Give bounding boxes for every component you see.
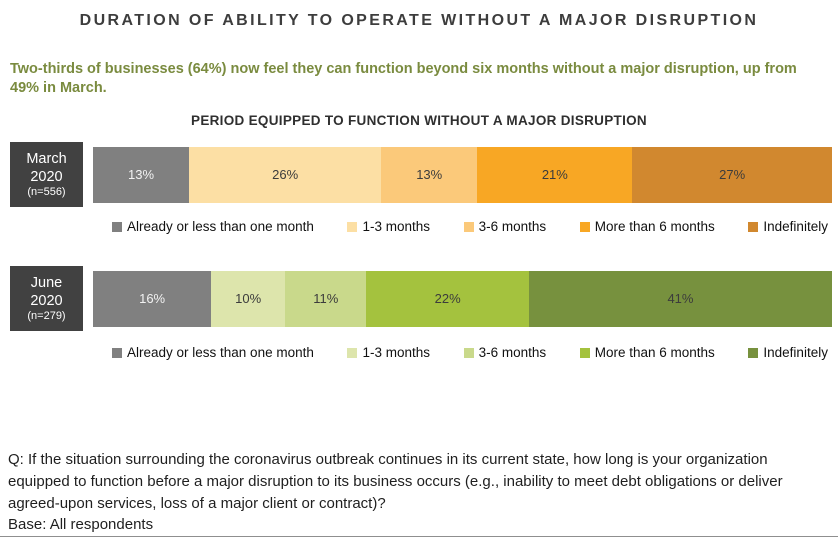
bar-segment-3: 11% [285,270,367,327]
legend-item: 3-6 months [463,219,547,234]
legend-item: Already or less than one month [112,219,314,234]
segment-value-label: 10% [235,291,262,306]
segment-value-label: 13% [416,167,443,182]
legend-swatch-icon [748,347,759,358]
legend-swatch-icon [463,347,474,358]
bar-segment-4: 21% [477,146,633,203]
segment-value-label: 21% [541,167,568,182]
bar-segment-1: 16% [93,270,212,327]
legend-swatch-icon [347,347,358,358]
chart-row-june-2020: June 2020 (n=279) 16% 10% 11% 22% 41% [10,266,832,331]
legend-label: More than 6 months [594,219,715,234]
legend-item: Indefinitely [748,345,828,360]
segment-value-label: 11% [313,291,339,306]
segment-value-label: 13% [128,167,155,182]
legend-item: 1-3 months [347,219,430,234]
bottom-rule [0,536,838,537]
legend-label: 1-3 months [362,345,430,360]
bar-segment-5: 41% [528,270,832,327]
legend-june-2020: Already or less than one month 1-3 months… [112,345,828,360]
legend-label: 1-3 months [362,219,430,234]
bar-segment-4: 22% [366,270,529,327]
stacked-bar-june-2020: 16% 10% 11% 22% 41% [93,270,832,327]
legend-item: 1-3 months [347,345,430,360]
bar-segment-2: 10% [211,270,286,327]
legend-item: More than 6 months [579,345,715,360]
legend-swatch-icon [579,221,590,232]
row-label-box-march-2020: March 2020 (n=556) [10,142,83,207]
chart-heading: PERIOD EQUIPPED TO FUNCTION WITHOUT A MA… [191,113,647,128]
segment-value-label: 22% [434,291,461,306]
stacked-bar-march-2020: 13% 26% 13% 21% 27% [93,146,832,203]
segment-value-label: 41% [667,291,694,306]
segment-value-label: 27% [719,167,746,182]
row-label-line: 2020 [30,293,63,309]
row-label-line: (n=556) [27,186,66,198]
bar-segment-1: 13% [93,146,190,203]
legend-label: Already or less than one month [127,219,314,234]
legend-item: 3-6 months [463,345,547,360]
row-label-line: (n=279) [27,310,66,322]
bar-segment-2: 26% [189,146,382,203]
legend-swatch-icon [112,221,122,232]
legend-swatch-icon [347,221,358,232]
row-label-line: 2020 [30,169,63,185]
legend-item: More than 6 months [579,219,715,234]
legend-label: More than 6 months [594,345,715,360]
bar-segment-5: 27% [632,146,832,203]
legend-item: Indefinitely [748,219,828,234]
legend-label: 3-6 months [478,345,547,360]
page-title: DURATION OF ABILITY TO OPERATE WITHOUT A… [79,12,759,29]
legend-march-2020: Already or less than one month 1-3 months… [112,219,828,234]
legend-swatch-icon [112,347,122,358]
row-label-line: March [26,151,67,167]
legend-label: 3-6 months [478,219,547,234]
bar-segment-3: 13% [381,146,478,203]
legend-swatch-icon [579,347,590,358]
legend-label: Already or less than one month [127,345,314,360]
chart-row-march-2020: March 2020 (n=556) 13% 26% 13% 21% 27% [10,142,832,207]
segment-value-label: 26% [272,167,299,182]
legend-label: Indefinitely [763,345,828,360]
legend-swatch-icon [748,221,759,232]
page-subtitle: Two-thirds of businesses (64%) now feel … [10,61,797,96]
row-label-box-june-2020: June 2020 (n=279) [10,266,83,331]
legend-swatch-icon [463,221,474,232]
legend-item: Already or less than one month [112,345,314,360]
legend-label: Indefinitely [763,219,828,234]
row-label-line: June [30,275,63,291]
footer-base-note: Base: All respondents [8,516,154,533]
footer-question: Q: If the situation surrounding the coro… [8,451,783,512]
segment-value-label: 16% [139,291,166,306]
